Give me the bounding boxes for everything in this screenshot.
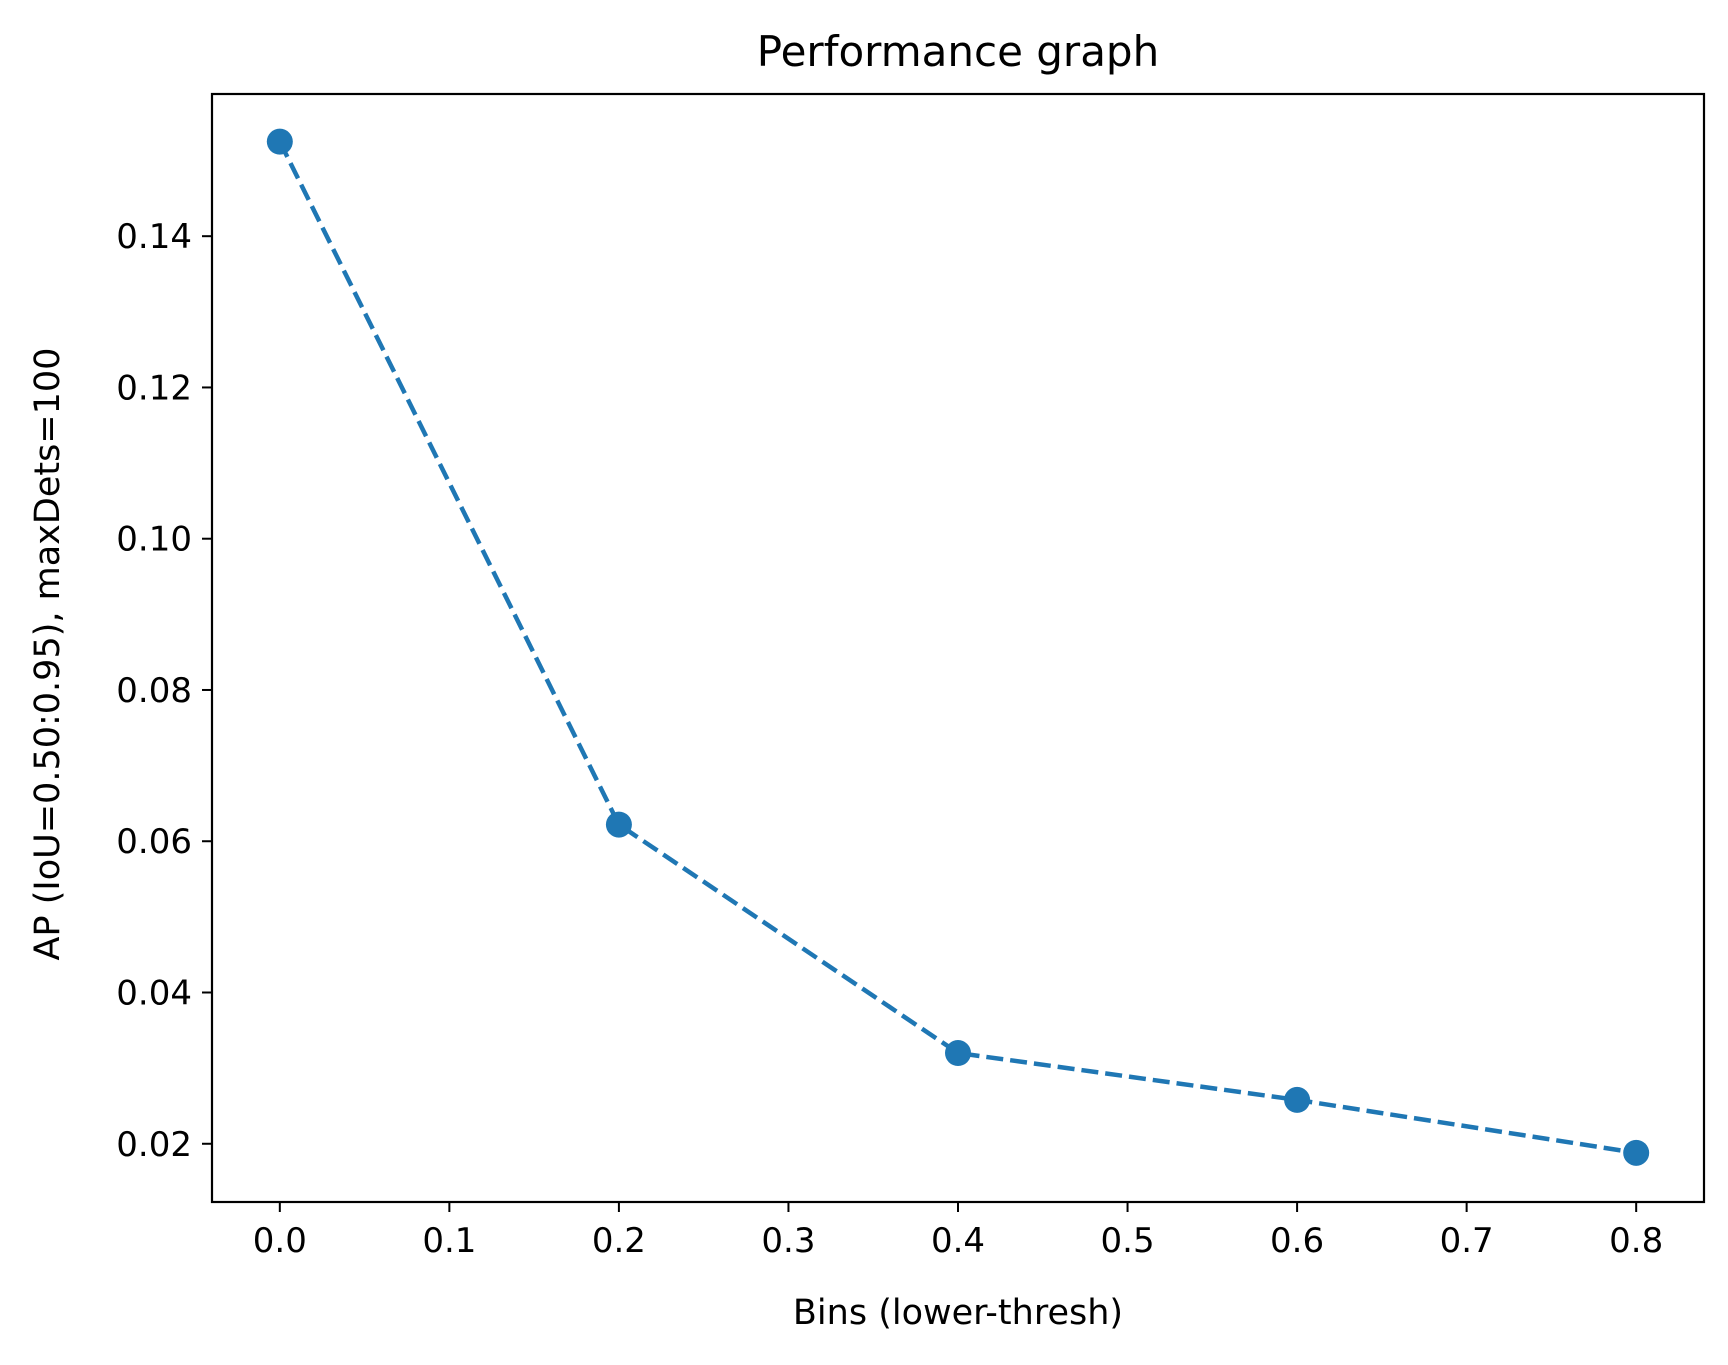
series-layer xyxy=(266,128,1650,1166)
data-point xyxy=(945,1040,971,1067)
plot-area: 0.0 0.1 0.2 0.3 0.4 0.5 0.6 0.7 0.8 0.02 0.04 0.06… xyxy=(116,92,1706,1261)
y-tick-label: 0.04 xyxy=(116,974,192,1014)
x-tick-label: 0.0 xyxy=(253,1221,307,1261)
x-tick-label: 0.4 xyxy=(931,1221,985,1261)
x-tick-label: 0.7 xyxy=(1440,1221,1494,1261)
y-tick-label: 0.06 xyxy=(116,822,192,862)
x-axis: 0.0 0.1 0.2 0.3 0.4 0.5 0.6 0.7 0.8 xyxy=(253,1202,1663,1261)
x-tick-label: 0.8 xyxy=(1609,1221,1663,1261)
y-axis-label: AP (IoU=0.50:0.95), maxDets=100 xyxy=(28,348,68,961)
y-tick-label: 0.08 xyxy=(116,671,192,711)
data-point xyxy=(1623,1139,1650,1166)
x-tick-label: 0.2 xyxy=(592,1221,646,1261)
x-tick-label: 0.5 xyxy=(1101,1221,1155,1261)
x-tick-label: 0.3 xyxy=(761,1221,815,1261)
x-tick-label: 0.1 xyxy=(422,1221,476,1261)
y-tick-label: 0.12 xyxy=(116,368,192,408)
data-point xyxy=(266,128,293,155)
y-axis: 0.02 0.04 0.06 0.08 0.10 0.12 0.14 xyxy=(116,217,212,1165)
chart-title: Performance graph xyxy=(757,27,1159,76)
series-line xyxy=(277,140,1637,1156)
data-point xyxy=(605,811,632,838)
y-tick-label: 0.10 xyxy=(116,520,192,560)
y-tick-label: 0.14 xyxy=(116,217,192,257)
data-point xyxy=(1284,1086,1311,1113)
x-tick-label: 0.6 xyxy=(1270,1221,1324,1261)
x-axis-label: Bins (lower-thresh) xyxy=(793,1293,1123,1333)
y-tick-label: 0.02 xyxy=(116,1125,192,1165)
